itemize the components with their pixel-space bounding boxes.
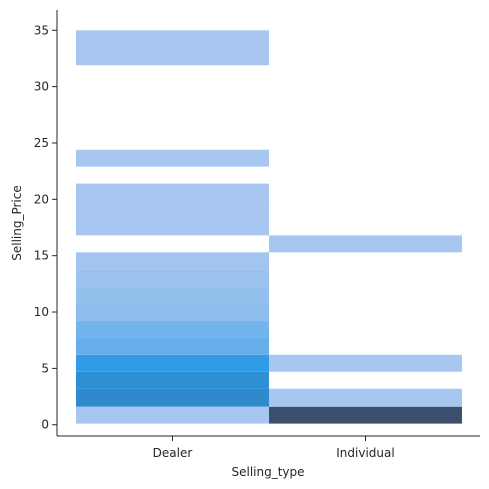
histogram-cell <box>76 371 269 389</box>
y-tick-label: 5 <box>41 361 49 375</box>
y-tick-label: 25 <box>34 136 49 150</box>
histogram-cell <box>269 235 462 253</box>
histogram-cell <box>269 354 462 372</box>
y-tick-label: 15 <box>34 249 49 263</box>
y-tick-label: 30 <box>34 80 49 94</box>
histogram-cell <box>76 321 269 338</box>
y-tick-label: 10 <box>34 305 49 319</box>
heatmap-cells <box>76 30 462 424</box>
histogram-cell <box>76 30 269 66</box>
histogram-cell <box>76 354 269 372</box>
y-axis-ticks: 0 5 10 15 20 25 30 35 <box>34 23 57 432</box>
histogram-cell <box>76 406 269 424</box>
histogram-cell <box>76 269 269 287</box>
histogram-cell <box>76 149 269 167</box>
histogram-cell <box>269 388 462 407</box>
histogram-cell <box>76 303 269 322</box>
y-tick-label: 0 <box>41 418 49 432</box>
x-axis-ticks: Dealer Individual <box>153 436 395 460</box>
x-tick-label: Dealer <box>153 446 193 460</box>
x-tick-label: Individual <box>336 446 394 460</box>
histogram-cell <box>269 406 462 424</box>
histogram-cell <box>76 252 269 270</box>
y-tick-label: 20 <box>34 192 49 206</box>
histogram-cell <box>76 200 269 219</box>
histogram-cell <box>76 388 269 407</box>
y-tick-label: 35 <box>34 23 49 37</box>
histogram-cell <box>76 183 269 201</box>
histogram-cell <box>76 337 269 355</box>
x-axis-label: Selling_type <box>231 465 304 479</box>
histogram-cell <box>76 218 269 236</box>
histogram-cell <box>76 286 269 304</box>
y-axis-label: Selling_Price <box>10 185 24 261</box>
